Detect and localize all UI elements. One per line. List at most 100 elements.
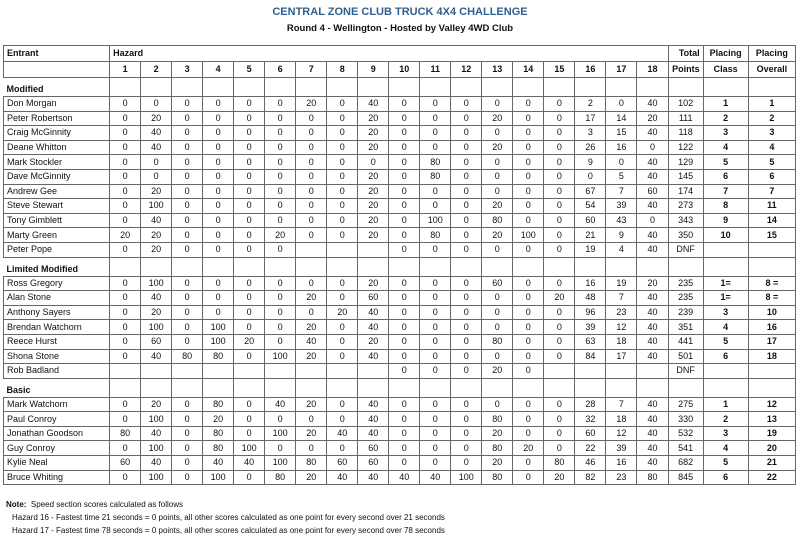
empty-cell: [171, 378, 204, 398]
empty-cell: [636, 378, 669, 398]
total-points: 273: [667, 198, 704, 214]
hazard-score: 20: [109, 227, 142, 243]
empty-cell: [667, 77, 704, 97]
note-text: Speed section scores calculated as follo…: [30, 500, 183, 509]
placing-class: 3: [702, 125, 749, 141]
section-label: Limited Modified: [3, 257, 111, 277]
hazard-score: 0: [481, 241, 514, 258]
hazard-score: 40: [295, 333, 328, 350]
hazard-score: 20: [543, 469, 576, 486]
hazard-score: 0: [109, 333, 142, 350]
hazard-score: 7: [605, 290, 638, 306]
hazard-score: 39: [605, 198, 638, 214]
hazard-score: 0: [481, 154, 514, 170]
hazard-score: 0: [388, 333, 421, 350]
hazard-score: 80: [109, 425, 142, 442]
hazard-score: 43: [605, 212, 638, 229]
hazard-score: 0: [295, 110, 328, 127]
hazard-score: 0: [171, 275, 204, 292]
hazard-score: 20: [357, 168, 390, 185]
hazard-number-header: 11: [419, 61, 452, 78]
hazard-score: 100: [264, 425, 297, 442]
hazard-score: [574, 363, 607, 379]
overall-header: Overall: [747, 61, 797, 78]
hazard-score: [357, 241, 390, 258]
hazard-score: 0: [295, 212, 328, 229]
entrant-name: Alan Stone: [2, 290, 111, 306]
hazard-score: 80: [295, 455, 328, 471]
note-line-2: Hazard 16 - Fastest time 21 seconds = 0 …: [12, 513, 445, 522]
hazard-score: 20: [357, 212, 390, 229]
hazard-score: 63: [574, 333, 607, 350]
hazard-score: 20: [512, 440, 545, 457]
hazard-score: 80: [202, 396, 235, 413]
hazard-score: 100: [419, 212, 452, 229]
empty-cell: [326, 378, 359, 398]
placing-overall: 12: [747, 396, 797, 413]
hazard-score: 0: [481, 168, 514, 185]
hazard-score: 0: [295, 227, 328, 243]
empty-cell: [605, 378, 638, 398]
entrant-name: Bruce Whiting: [2, 469, 111, 486]
placing-class: [702, 363, 749, 379]
hazard-score: 0: [202, 168, 235, 185]
section-row: Basic: [3, 378, 797, 398]
hazard-score: 20: [357, 139, 390, 156]
hazard-score: 20: [636, 110, 669, 127]
hazard-score: 0: [419, 425, 452, 442]
hazard-score: 0: [295, 183, 328, 200]
hazard-score: 0: [543, 440, 576, 457]
empty-cell: [419, 378, 452, 398]
hazard-score: 100: [233, 440, 266, 457]
hazard-score: 100: [202, 333, 235, 350]
hazard-score: 20: [140, 183, 173, 200]
hazard-score: 40: [140, 348, 173, 365]
section-row: Modified: [3, 77, 797, 97]
hazard-score: 32: [574, 411, 607, 427]
hazard-score: 40: [636, 290, 669, 306]
empty-cell: [109, 378, 142, 398]
hazard-score: 0: [264, 319, 297, 335]
hazard-number-header: 14: [512, 61, 545, 78]
hazard-score: 12: [605, 425, 638, 442]
hazard-score: 0: [171, 198, 204, 214]
hazard-score: 80: [481, 469, 514, 486]
hazard-score: 0: [295, 440, 328, 457]
hazard-score: 0: [450, 183, 483, 200]
entrant-name: Tony Gimblett: [2, 212, 111, 229]
placing-overall: 2: [747, 110, 797, 127]
hazard-score: 0: [109, 469, 142, 486]
hazard-score: 40: [636, 96, 669, 112]
hazard-score: 0: [171, 455, 204, 471]
total-points: 235: [667, 290, 704, 306]
entrant-name: Mark Watchorn: [2, 396, 111, 413]
hazard-score: 19: [574, 241, 607, 258]
hazard-score: 16: [574, 275, 607, 292]
hazard-score: 0: [481, 348, 514, 365]
placing-overall: 22: [747, 469, 797, 486]
hazard-score: 0: [295, 198, 328, 214]
hazard-score: [605, 363, 638, 379]
hazard-score: 17: [605, 348, 638, 365]
placing-overall: 21: [747, 455, 797, 471]
total-points: 343: [667, 212, 704, 229]
hazard-number-header: 3: [171, 61, 204, 78]
hazard-score: 0: [171, 139, 204, 156]
hazard-score: 0: [326, 319, 359, 335]
hazard-score: 0: [450, 290, 483, 306]
hazard-number-header: 6: [264, 61, 297, 78]
hazard-score: 0: [419, 125, 452, 141]
hazard-score: 40: [636, 227, 669, 243]
hazard-score: 0: [419, 96, 452, 112]
hazard-score: 0: [233, 154, 266, 170]
hazard-score: 0: [388, 168, 421, 185]
hazard-score: 100: [512, 227, 545, 243]
entrant-name: Peter Robertson: [2, 110, 111, 127]
hazard-score: 0: [512, 319, 545, 335]
hazard-score: 0: [109, 154, 142, 170]
empty-cell: [233, 77, 266, 97]
hazard-score: 0: [295, 139, 328, 156]
hazard-number-header: 2: [140, 61, 173, 78]
placing-class: 3: [702, 425, 749, 442]
hazard-score: 40: [357, 96, 390, 112]
